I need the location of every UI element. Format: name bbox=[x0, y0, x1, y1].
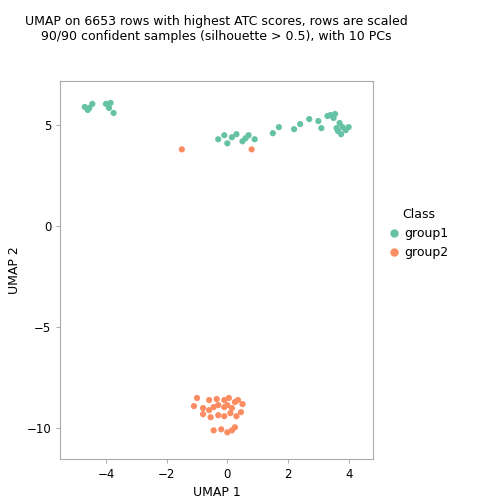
Point bbox=[290, 125, 298, 133]
Point bbox=[238, 400, 246, 408]
Point bbox=[190, 402, 198, 410]
Point bbox=[199, 410, 207, 418]
Point bbox=[228, 426, 236, 434]
Point bbox=[178, 145, 186, 153]
Point bbox=[244, 131, 253, 139]
Point bbox=[223, 139, 231, 147]
Point bbox=[226, 409, 234, 417]
Point bbox=[223, 401, 231, 409]
Point bbox=[81, 103, 89, 111]
Point bbox=[220, 403, 228, 411]
X-axis label: UMAP 1: UMAP 1 bbox=[193, 486, 240, 499]
Point bbox=[213, 395, 221, 403]
Point bbox=[214, 135, 222, 143]
Point bbox=[228, 133, 236, 141]
Legend: group1, group2: group1, group2 bbox=[389, 208, 449, 260]
Point bbox=[220, 396, 228, 404]
Point bbox=[220, 412, 228, 420]
Point bbox=[238, 137, 246, 145]
Y-axis label: UMAP 2: UMAP 2 bbox=[8, 246, 21, 293]
Point bbox=[231, 423, 239, 431]
Point bbox=[247, 145, 256, 153]
Point bbox=[193, 394, 201, 402]
Point bbox=[88, 100, 96, 108]
Point bbox=[205, 406, 213, 414]
Point bbox=[199, 404, 207, 412]
Point bbox=[210, 403, 218, 411]
Point bbox=[85, 104, 93, 112]
Point bbox=[214, 411, 222, 419]
Point bbox=[331, 110, 339, 118]
Point bbox=[217, 425, 225, 433]
Point bbox=[318, 124, 326, 132]
Point bbox=[232, 130, 240, 138]
Point bbox=[296, 120, 304, 128]
Point bbox=[345, 123, 353, 131]
Point bbox=[225, 394, 233, 402]
Point bbox=[339, 123, 347, 131]
Point bbox=[223, 428, 231, 436]
Point bbox=[324, 112, 332, 120]
Point bbox=[337, 130, 345, 138]
Text: UMAP on 6653 rows with highest ATC scores, rows are scaled
90/90 confident sampl: UMAP on 6653 rows with highest ATC score… bbox=[25, 15, 408, 43]
Point bbox=[314, 117, 323, 125]
Point bbox=[269, 129, 277, 137]
Point bbox=[84, 106, 92, 114]
Point bbox=[336, 119, 344, 127]
Point bbox=[207, 413, 215, 421]
Point bbox=[232, 412, 240, 420]
Point bbox=[327, 111, 335, 119]
Point bbox=[305, 115, 313, 123]
Point bbox=[250, 135, 259, 143]
Point bbox=[105, 104, 113, 112]
Point bbox=[205, 396, 213, 404]
Point bbox=[241, 134, 249, 142]
Point bbox=[334, 127, 342, 135]
Point bbox=[275, 123, 283, 131]
Point bbox=[214, 401, 222, 409]
Point bbox=[220, 131, 228, 139]
Point bbox=[106, 99, 114, 107]
Point bbox=[210, 426, 218, 434]
Point bbox=[228, 404, 236, 412]
Point bbox=[102, 100, 110, 108]
Point bbox=[333, 124, 341, 132]
Point bbox=[330, 114, 338, 122]
Point bbox=[231, 398, 239, 406]
Point bbox=[342, 126, 350, 134]
Point bbox=[237, 408, 245, 416]
Point bbox=[234, 396, 242, 404]
Point bbox=[109, 109, 117, 117]
